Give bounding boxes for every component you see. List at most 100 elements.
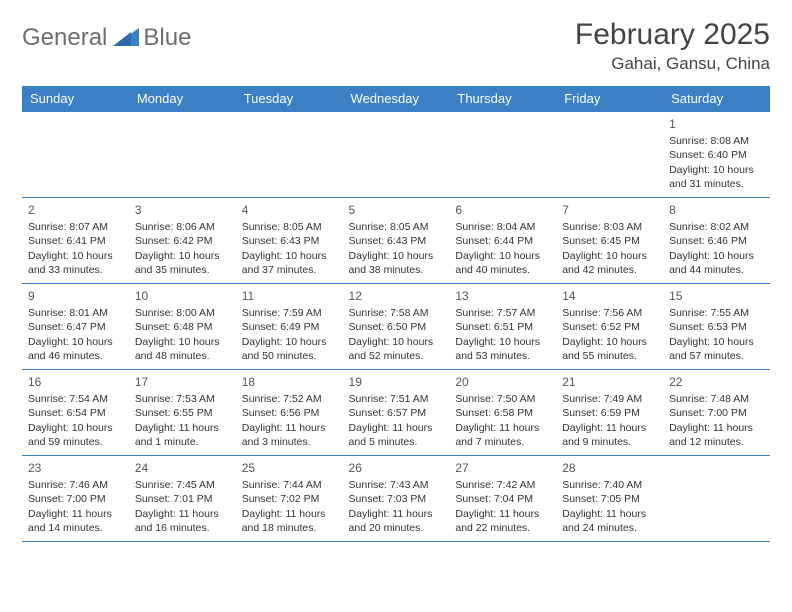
calendar-day-cell: 11Sunrise: 7:59 AMSunset: 6:49 PMDayligh…	[236, 284, 343, 370]
day-header-row: Sunday Monday Tuesday Wednesday Thursday…	[22, 86, 770, 112]
sunrise-line: Sunrise: 8:05 AM	[349, 220, 444, 234]
calendar-day-cell	[449, 112, 556, 198]
location: Gahai, Gansu, China	[575, 54, 770, 74]
daylight-line: Daylight: 10 hours and 44 minutes.	[669, 249, 764, 277]
calendar-body: 1Sunrise: 8:08 AMSunset: 6:40 PMDaylight…	[22, 112, 770, 542]
daylight-line: Daylight: 10 hours and 37 minutes.	[242, 249, 337, 277]
calendar-table: Sunday Monday Tuesday Wednesday Thursday…	[22, 86, 770, 542]
day-number: 17	[135, 374, 230, 390]
calendar-week-row: 23Sunrise: 7:46 AMSunset: 7:00 PMDayligh…	[22, 456, 770, 542]
day-header: Sunday	[22, 86, 129, 112]
sunset-line: Sunset: 6:52 PM	[562, 320, 657, 334]
sunset-line: Sunset: 6:45 PM	[562, 234, 657, 248]
sunrise-line: Sunrise: 7:57 AM	[455, 306, 550, 320]
sunrise-line: Sunrise: 7:44 AM	[242, 478, 337, 492]
daylight-line: Daylight: 11 hours and 24 minutes.	[562, 507, 657, 535]
sunrise-line: Sunrise: 7:50 AM	[455, 392, 550, 406]
calendar-day-cell	[556, 112, 663, 198]
sunrise-line: Sunrise: 8:06 AM	[135, 220, 230, 234]
calendar-day-cell	[236, 112, 343, 198]
day-header: Tuesday	[236, 86, 343, 112]
sunrise-line: Sunrise: 7:54 AM	[28, 392, 123, 406]
calendar-day-cell: 18Sunrise: 7:52 AMSunset: 6:56 PMDayligh…	[236, 370, 343, 456]
daylight-line: Daylight: 11 hours and 1 minute.	[135, 421, 230, 449]
daylight-line: Daylight: 11 hours and 5 minutes.	[349, 421, 444, 449]
logo-triangle-icon	[113, 26, 139, 51]
day-number: 7	[562, 202, 657, 218]
sunrise-line: Sunrise: 8:07 AM	[28, 220, 123, 234]
sunrise-line: Sunrise: 8:05 AM	[242, 220, 337, 234]
daylight-line: Daylight: 10 hours and 40 minutes.	[455, 249, 550, 277]
calendar-day-cell	[663, 456, 770, 542]
day-number: 5	[349, 202, 444, 218]
daylight-line: Daylight: 11 hours and 18 minutes.	[242, 507, 337, 535]
calendar-day-cell: 8Sunrise: 8:02 AMSunset: 6:46 PMDaylight…	[663, 198, 770, 284]
day-number: 25	[242, 460, 337, 476]
day-header: Friday	[556, 86, 663, 112]
daylight-line: Daylight: 10 hours and 42 minutes.	[562, 249, 657, 277]
sunset-line: Sunset: 6:49 PM	[242, 320, 337, 334]
sunset-line: Sunset: 6:46 PM	[669, 234, 764, 248]
daylight-line: Daylight: 10 hours and 33 minutes.	[28, 249, 123, 277]
daylight-line: Daylight: 10 hours and 55 minutes.	[562, 335, 657, 363]
day-number: 23	[28, 460, 123, 476]
sunset-line: Sunset: 7:01 PM	[135, 492, 230, 506]
day-number: 22	[669, 374, 764, 390]
daylight-line: Daylight: 11 hours and 12 minutes.	[669, 421, 764, 449]
calendar-day-cell: 26Sunrise: 7:43 AMSunset: 7:03 PMDayligh…	[343, 456, 450, 542]
sunset-line: Sunset: 7:00 PM	[28, 492, 123, 506]
day-number: 24	[135, 460, 230, 476]
sunrise-line: Sunrise: 8:08 AM	[669, 134, 764, 148]
day-number: 8	[669, 202, 764, 218]
sunset-line: Sunset: 6:51 PM	[455, 320, 550, 334]
day-number: 10	[135, 288, 230, 304]
calendar-day-cell: 13Sunrise: 7:57 AMSunset: 6:51 PMDayligh…	[449, 284, 556, 370]
sunrise-line: Sunrise: 7:48 AM	[669, 392, 764, 406]
daylight-line: Daylight: 11 hours and 14 minutes.	[28, 507, 123, 535]
calendar-day-cell: 19Sunrise: 7:51 AMSunset: 6:57 PMDayligh…	[343, 370, 450, 456]
logo: General Blue	[22, 18, 191, 52]
day-number: 4	[242, 202, 337, 218]
sunset-line: Sunset: 6:42 PM	[135, 234, 230, 248]
sunset-line: Sunset: 6:59 PM	[562, 406, 657, 420]
sunrise-line: Sunrise: 7:55 AM	[669, 306, 764, 320]
calendar-day-cell: 24 Sunrise: 7:45 AMSunset: 7:01 PMDayligh…	[129, 456, 236, 542]
calendar-day-cell: 9Sunrise: 8:01 AMSunset: 6:47 PMDaylight…	[22, 284, 129, 370]
day-number: 16	[28, 374, 123, 390]
calendar-day-cell: 6Sunrise: 8:04 AMSunset: 6:44 PMDaylight…	[449, 198, 556, 284]
daylight-line: Daylight: 11 hours and 16 minutes.	[135, 507, 230, 535]
daylight-line: Daylight: 10 hours and 48 minutes.	[135, 335, 230, 363]
sunset-line: Sunset: 6:48 PM	[135, 320, 230, 334]
day-number: 20	[455, 374, 550, 390]
calendar-week-row: 16Sunrise: 7:54 AMSunset: 6:54 PMDayligh…	[22, 370, 770, 456]
sunset-line: Sunset: 7:04 PM	[455, 492, 550, 506]
day-number: 14	[562, 288, 657, 304]
calendar-day-cell	[22, 112, 129, 198]
daylight-line: Daylight: 11 hours and 9 minutes.	[562, 421, 657, 449]
calendar-day-cell: 25Sunrise: 7:44 AMSunset: 7:02 PMDayligh…	[236, 456, 343, 542]
calendar-day-cell: 28Sunrise: 7:40 AMSunset: 7:05 PMDayligh…	[556, 456, 663, 542]
sunrise-line: Sunrise: 7:58 AM	[349, 306, 444, 320]
calendar-day-cell: 1Sunrise: 8:08 AMSunset: 6:40 PMDaylight…	[663, 112, 770, 198]
calendar-day-cell: 12Sunrise: 7:58 AMSunset: 6:50 PMDayligh…	[343, 284, 450, 370]
calendar-day-cell: 14Sunrise: 7:56 AMSunset: 6:52 PMDayligh…	[556, 284, 663, 370]
sunrise-line: Sunrise: 7:42 AM	[455, 478, 550, 492]
calendar-day-cell: 10Sunrise: 8:00 AMSunset: 6:48 PMDayligh…	[129, 284, 236, 370]
day-header: Saturday	[663, 86, 770, 112]
sunrise-line: Sunrise: 7:45 AM	[135, 478, 230, 492]
day-number: 21	[562, 374, 657, 390]
sunset-line: Sunset: 6:43 PM	[349, 234, 444, 248]
sunset-line: Sunset: 6:57 PM	[349, 406, 444, 420]
day-header: Wednesday	[343, 86, 450, 112]
daylight-line: Daylight: 10 hours and 38 minutes.	[349, 249, 444, 277]
day-number: 11	[242, 288, 337, 304]
day-number: 15	[669, 288, 764, 304]
header: General Blue February 2025 Gahai, Gansu,…	[22, 18, 770, 74]
sunrise-line: Sunrise: 7:52 AM	[242, 392, 337, 406]
day-number: 9	[28, 288, 123, 304]
daylight-line: Daylight: 10 hours and 52 minutes.	[349, 335, 444, 363]
sunset-line: Sunset: 6:43 PM	[242, 234, 337, 248]
daylight-line: Daylight: 10 hours and 53 minutes.	[455, 335, 550, 363]
calendar-week-row: 1Sunrise: 8:08 AMSunset: 6:40 PMDaylight…	[22, 112, 770, 198]
daylight-line: Daylight: 10 hours and 46 minutes.	[28, 335, 123, 363]
